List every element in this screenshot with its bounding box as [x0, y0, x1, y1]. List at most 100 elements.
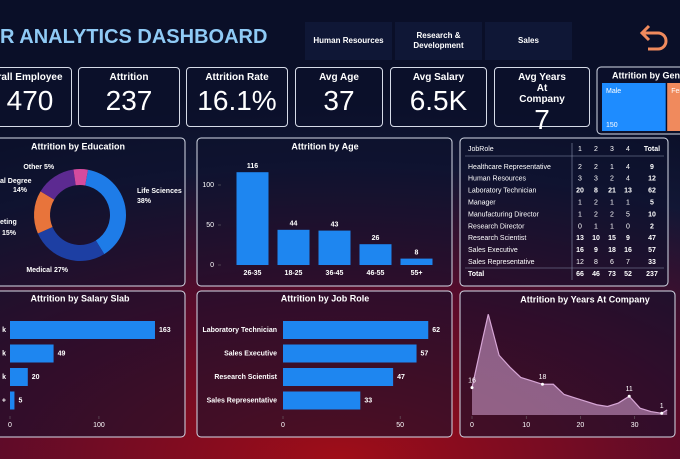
y-tick-label: 100	[202, 182, 214, 189]
table-cell: 16	[576, 247, 584, 254]
bar-value: 8	[415, 249, 419, 256]
bar	[359, 244, 392, 265]
table-cell: 2	[610, 176, 614, 183]
x-tick-label: 0	[8, 422, 12, 429]
table-cell: 47	[648, 235, 656, 242]
x-tick-label: 36-45	[326, 270, 344, 277]
bar-value: 20	[32, 374, 40, 381]
x-tick-label: 30	[631, 422, 639, 429]
table-cell: 13	[624, 188, 632, 195]
data-point	[470, 386, 474, 390]
x-tick-label: 10	[522, 422, 530, 429]
y-tick-label: +	[2, 397, 6, 404]
table-cell: 3	[578, 176, 582, 183]
bar	[283, 391, 361, 410]
kpi-value: 6.5K	[409, 85, 468, 116]
table-cell: 0	[578, 223, 582, 230]
table-cell: 4	[626, 164, 630, 171]
kpi-card: Attrition 237	[78, 67, 180, 127]
table-cell: 52	[624, 271, 632, 278]
panel	[0, 137, 186, 287]
filter-button[interactable]: Research & Development	[395, 22, 482, 60]
bar-value: 49	[58, 350, 66, 357]
treemap-tile	[602, 83, 666, 131]
table-cell: 1	[578, 200, 582, 207]
x-tick-label: 0	[281, 422, 285, 429]
table-cell: 13	[576, 235, 584, 242]
data-point	[627, 394, 631, 398]
table-cell: 2	[578, 164, 582, 171]
bar	[10, 344, 54, 363]
table-cell: Sales Representative	[468, 259, 535, 266]
table-cell: 1	[578, 211, 582, 218]
table-cell: 12	[576, 259, 584, 266]
point-label: 1	[660, 403, 664, 410]
table-cell: 33	[648, 259, 656, 266]
filter-button[interactable]: Sales	[485, 22, 572, 60]
bar-value: 43	[331, 221, 339, 228]
slice-value: 14%	[13, 187, 28, 194]
table-cell: 7	[626, 259, 630, 266]
table-cell: 2	[594, 164, 598, 171]
pie-slice	[40, 169, 76, 200]
chart-title: Attrition by Education	[31, 141, 125, 151]
table-cell: 20	[576, 188, 584, 195]
table-cell: 1	[626, 200, 630, 207]
y-tick-label: 0	[210, 262, 214, 269]
table-cell: 73	[608, 271, 616, 278]
table-cell: 1	[610, 223, 614, 230]
x-tick-label: 50	[396, 422, 404, 429]
panel	[196, 290, 453, 438]
tile-label: Male	[606, 88, 621, 95]
table-cell: Total	[468, 271, 484, 278]
table-cell: 8	[594, 259, 598, 266]
table-header: 1	[578, 146, 582, 153]
table-cell: Manager	[468, 200, 496, 207]
data-point	[540, 382, 544, 386]
table-header: JobRole	[468, 146, 494, 153]
tile-value: 150	[606, 122, 618, 129]
kpi-value: 237	[105, 85, 153, 116]
filter-button[interactable]: Human Resources	[305, 22, 392, 60]
chart-title: Attrition by Salary Slab	[30, 293, 130, 303]
kpi-value: 470	[6, 85, 54, 116]
table-cell: 1	[610, 164, 614, 171]
table-header: 4	[626, 146, 630, 153]
table-cell: 9	[626, 235, 630, 242]
bar	[318, 230, 351, 265]
table-cell: 62	[648, 188, 656, 195]
kpi-label: Attrition	[109, 72, 149, 83]
back-arrow[interactable]	[644, 31, 668, 51]
kpi-card: rall Employee 470	[0, 67, 72, 127]
slice-value: 27%	[54, 267, 69, 274]
y-tick-label: Sales Executive	[224, 350, 277, 357]
bar-value: 47	[397, 374, 405, 381]
table-cell: 21	[608, 188, 616, 195]
table-cell: 18	[608, 247, 616, 254]
bar-value: 44	[290, 221, 298, 228]
x-tick-label: 0	[470, 422, 474, 429]
kpi-value: 37	[323, 85, 355, 116]
chart-title: Attrition by Years At Company	[520, 294, 650, 304]
kpi-card: Attrition Rate 16.1%	[186, 67, 288, 127]
bar-value: 163	[159, 327, 171, 334]
back-arrow-head[interactable]	[639, 24, 651, 42]
bar	[10, 391, 15, 410]
point-label: 16	[468, 378, 476, 385]
x-tick-label: 55+	[411, 270, 423, 277]
back-button[interactable]	[639, 24, 668, 51]
pie-slice	[85, 169, 127, 255]
chart-title: Attrition by Gend	[612, 70, 680, 80]
x-tick-label: 100	[93, 422, 105, 429]
kpi-label: rall Employee	[0, 72, 63, 83]
bar	[277, 229, 310, 265]
table-cell: 2	[594, 200, 598, 207]
slice-value: 5%	[44, 164, 55, 171]
y-tick-label: k	[2, 350, 6, 357]
table-cell: Laboratory Technician	[468, 188, 536, 195]
table-cell: 57	[648, 247, 656, 254]
y-tick-label: k	[2, 327, 6, 334]
slice-value: 38%	[137, 198, 152, 205]
